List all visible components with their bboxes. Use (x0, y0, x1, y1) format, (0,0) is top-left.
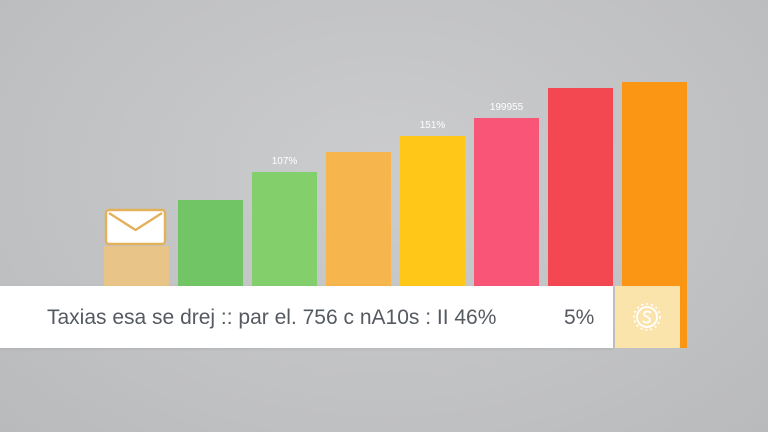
bar-3 (252, 172, 317, 286)
bar-6-label: 199955 (490, 102, 524, 113)
envelope-icon (104, 208, 167, 246)
caption-text: Taxias esa se drej :: par el. 756 c nA10… (47, 306, 497, 329)
bar-8 (622, 82, 687, 286)
bar-4 (326, 152, 391, 286)
bar-1 (104, 246, 169, 286)
caption-band: Taxias esa se drej :: par el. 756 c nA10… (0, 286, 613, 348)
bar-5-label: 151% (420, 120, 446, 131)
bar-7 (548, 88, 613, 286)
bar-2 (178, 200, 243, 286)
bar-6 (474, 118, 539, 286)
coin-cell (615, 286, 680, 348)
bar-5 (400, 136, 465, 286)
dollar-coin-icon (633, 303, 661, 331)
bar-3-label: 107% (272, 156, 298, 167)
caption-percent: 5% (564, 306, 595, 329)
